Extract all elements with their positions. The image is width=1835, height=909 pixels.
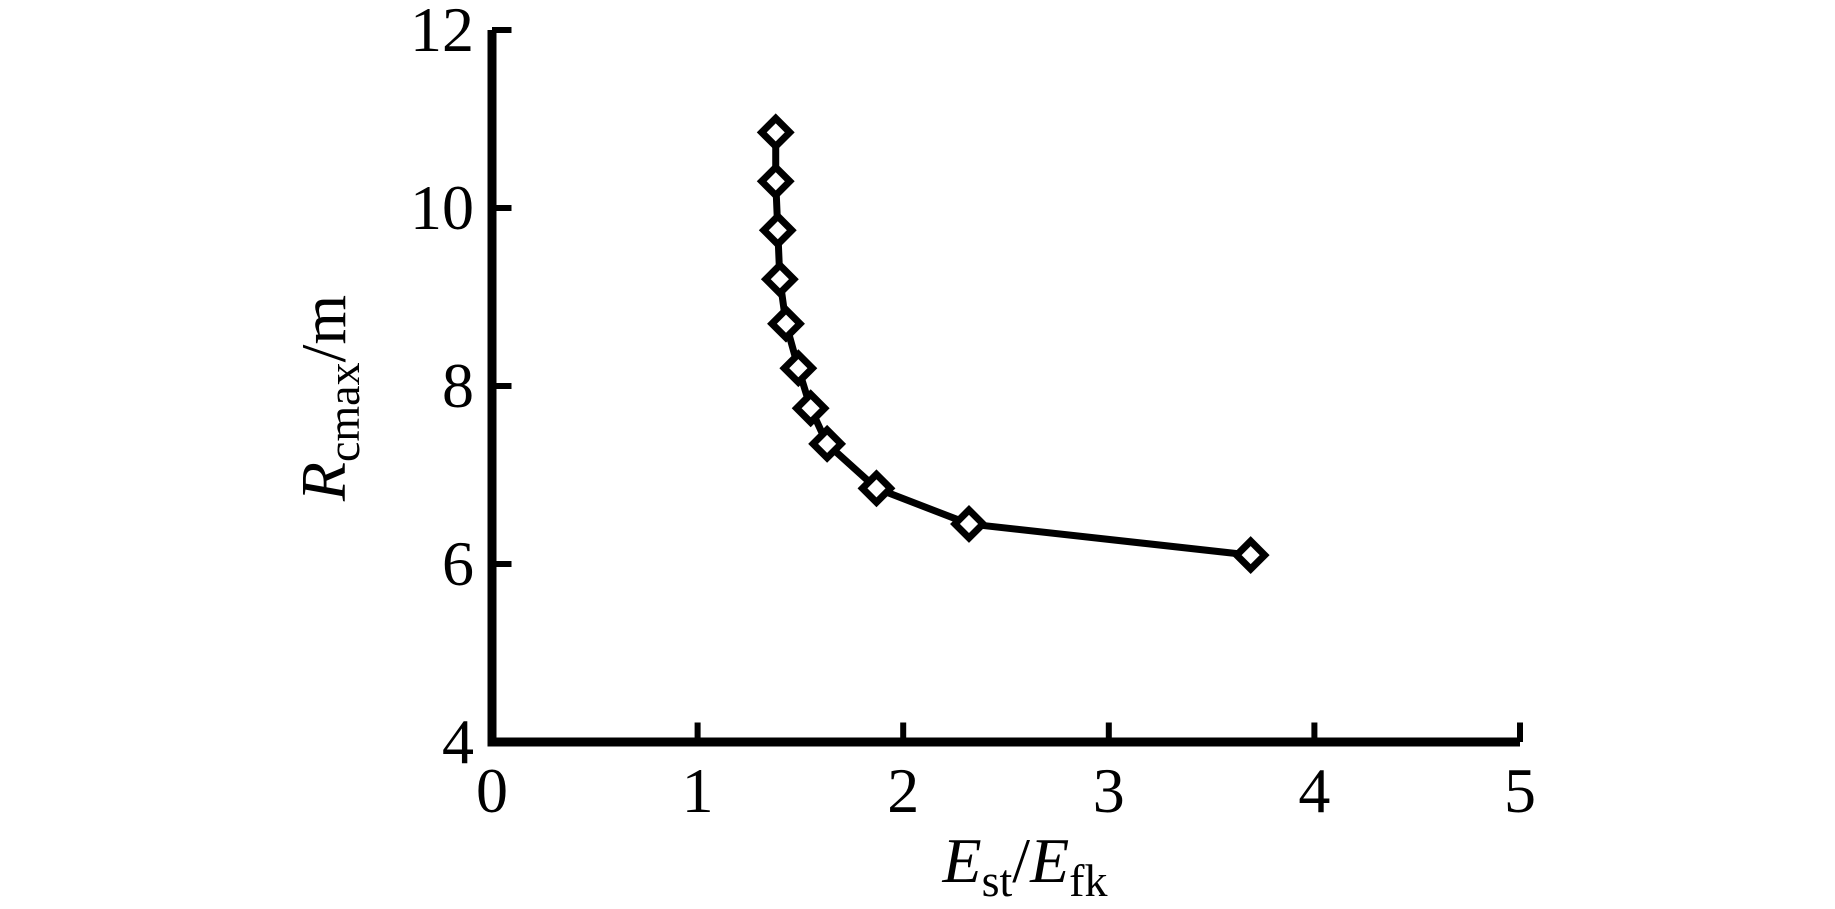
x-tick-label: 5 bbox=[1504, 755, 1536, 826]
x-axis-label-subscript-1: st bbox=[982, 855, 1013, 906]
data-point-marker bbox=[950, 505, 988, 543]
x-axis-label-slash: / bbox=[1012, 825, 1030, 896]
x-axis-label: Est/Efk bbox=[942, 825, 1108, 906]
data-point-marker bbox=[760, 260, 799, 299]
y-tick-label: 6 bbox=[442, 528, 474, 599]
data-point-marker bbox=[767, 304, 805, 343]
series-line bbox=[772, 128, 1255, 559]
axes bbox=[487, 30, 1520, 747]
y-tick-label: 12 bbox=[410, 0, 474, 65]
x-tick-label: 2 bbox=[887, 755, 919, 826]
y-axis-label-subscript: cmax bbox=[318, 362, 369, 462]
x-axis-label-symbol-1: E bbox=[942, 825, 982, 896]
y-tick-label: 10 bbox=[410, 172, 474, 243]
x-tick-label: 0 bbox=[476, 755, 508, 826]
data-point-marker bbox=[1231, 536, 1270, 575]
data-point-marker bbox=[756, 162, 795, 201]
y-axis-label-unit: /m bbox=[288, 295, 359, 363]
x-axis-label-subscript-2: fk bbox=[1069, 855, 1107, 906]
x-axis-label-symbol-2: E bbox=[1029, 825, 1069, 896]
data-point-marker bbox=[758, 211, 797, 250]
data-point-marker bbox=[779, 349, 818, 388]
data-point-marker bbox=[808, 424, 847, 463]
y-tick-label: 4 bbox=[442, 706, 474, 777]
data-point-marker bbox=[857, 469, 896, 508]
y-axis-label-symbol: R bbox=[288, 462, 359, 502]
tick-marks bbox=[492, 27, 1523, 742]
x-tick-label: 1 bbox=[682, 755, 714, 826]
x-tick-label: 3 bbox=[1093, 755, 1125, 826]
y-axis-label: Rcmax/m bbox=[288, 295, 369, 502]
data-series bbox=[756, 113, 1270, 575]
data-point-marker bbox=[756, 113, 795, 152]
y-tick-label: 8 bbox=[442, 350, 474, 421]
data-point-marker bbox=[791, 389, 830, 428]
x-tick-label: 4 bbox=[1298, 755, 1330, 826]
